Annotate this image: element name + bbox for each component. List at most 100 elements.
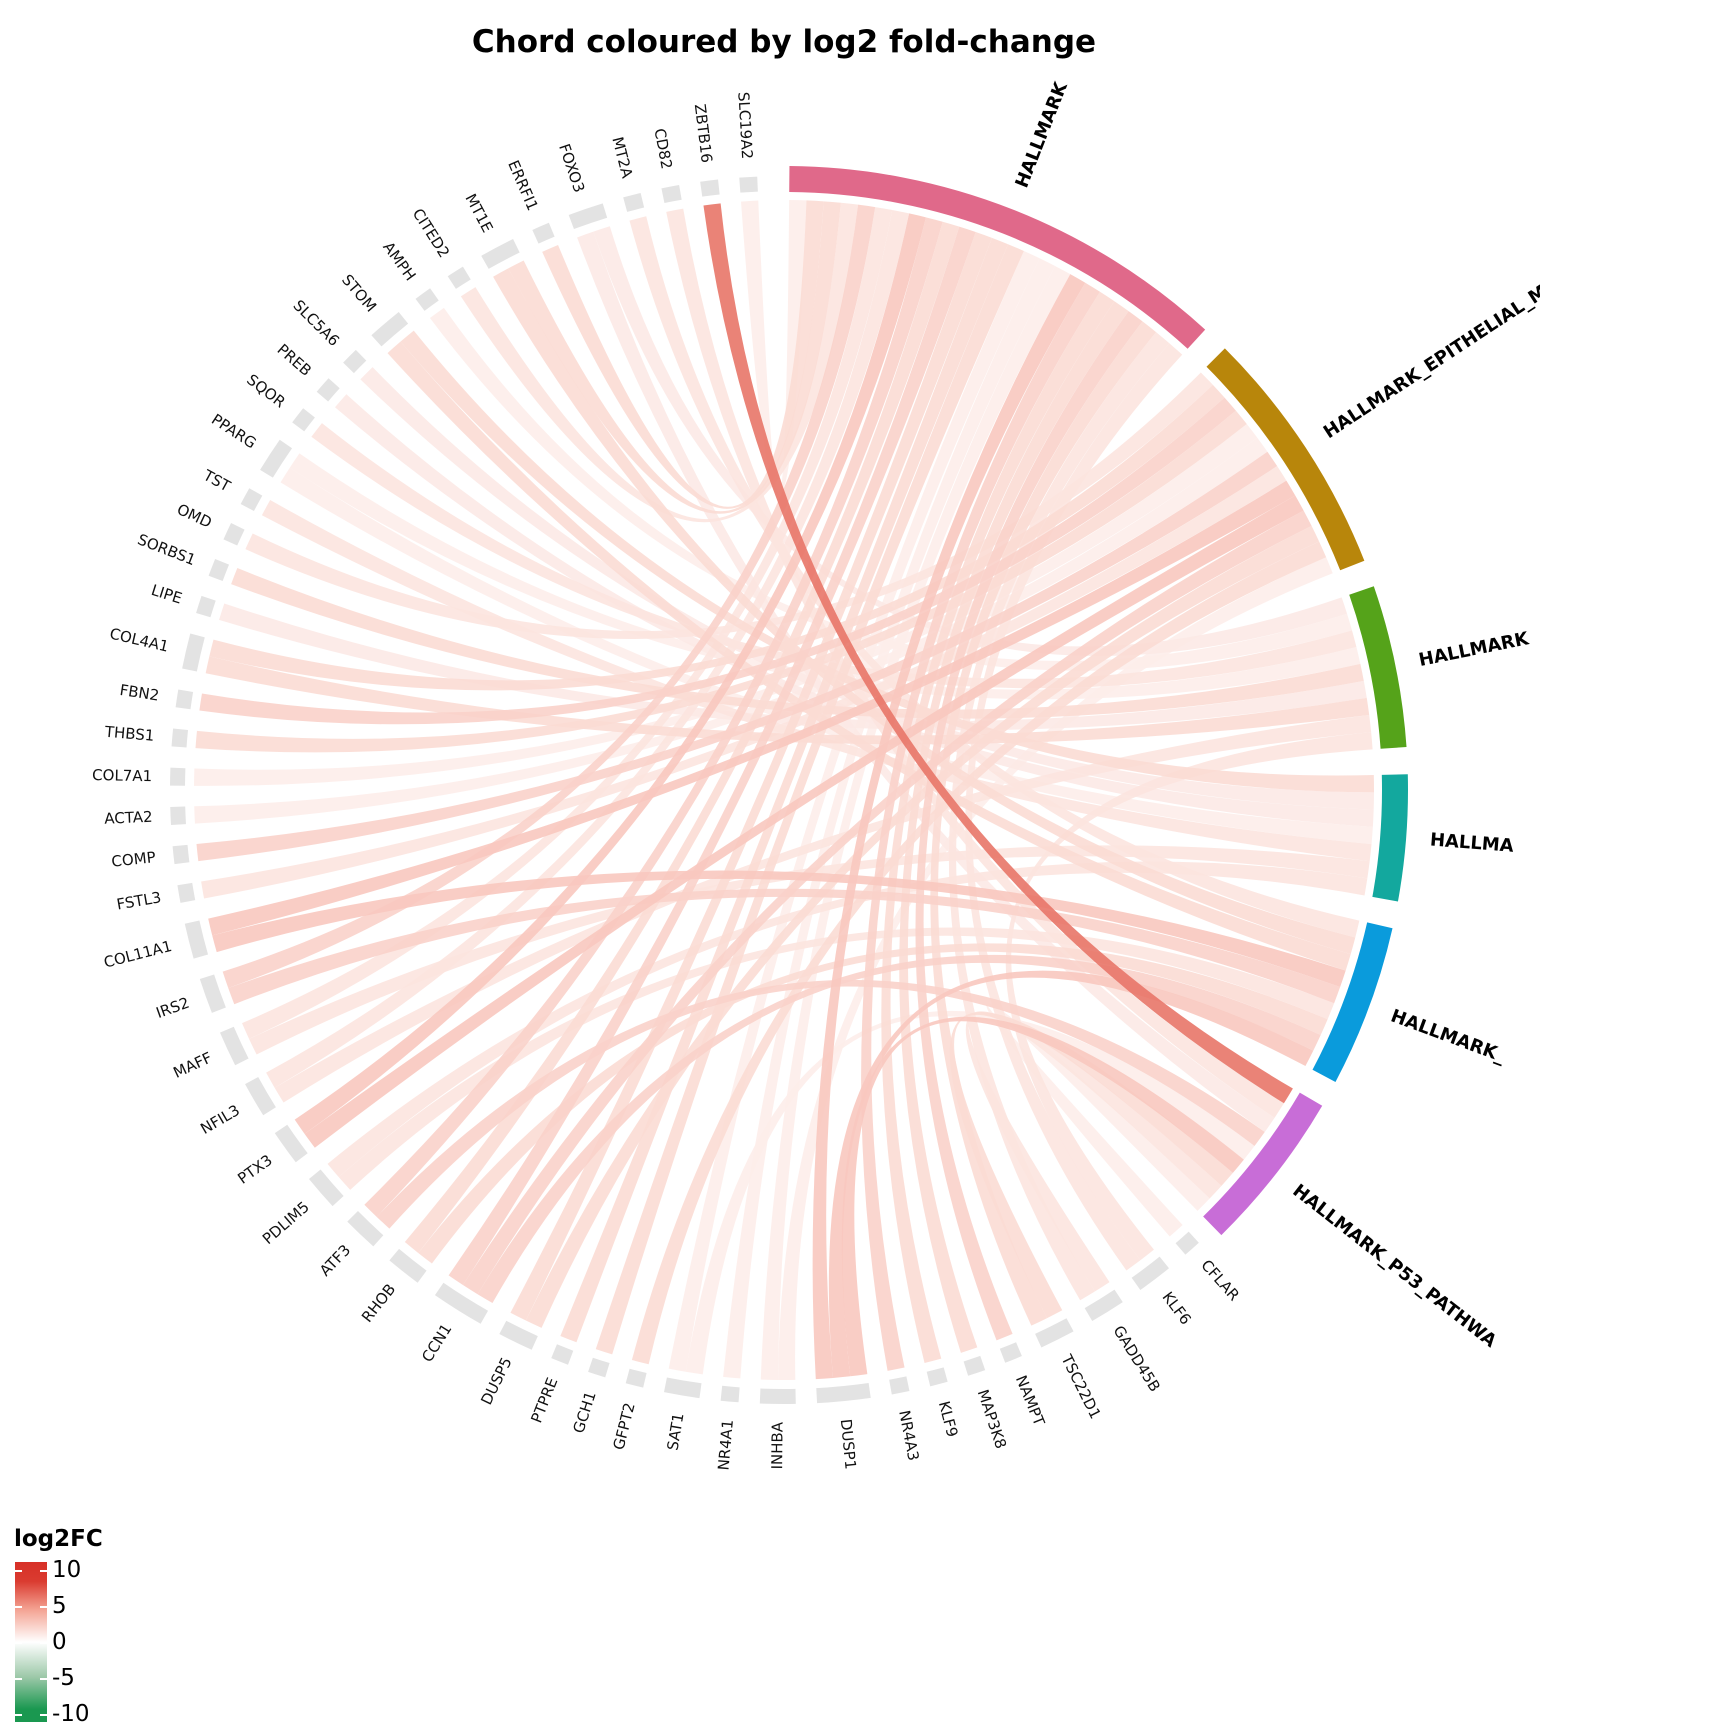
gene-block-klf9 bbox=[926, 1367, 948, 1387]
legend-tick bbox=[15, 1642, 47, 1644]
gene-label-col4a1: COL4A1 bbox=[108, 625, 171, 656]
chord-ribbon-nr4a3-sector-0 bbox=[861, 282, 1100, 1371]
gene-block-fbn2 bbox=[175, 689, 194, 710]
chord-ribbon-errfi1-sector-0 bbox=[542, 200, 824, 509]
gene-label-fbn2: FBN2 bbox=[118, 681, 160, 705]
gene-block-gch1 bbox=[588, 1357, 610, 1378]
gene-label-nampt: NAMPT bbox=[1012, 1373, 1049, 1429]
chord-ribbons bbox=[194, 200, 1375, 1380]
gene-block-thbs1 bbox=[171, 728, 189, 748]
gene-label-errfi1: ERRFI1 bbox=[504, 158, 542, 214]
gene-block-sorbs1 bbox=[208, 558, 230, 581]
gene-label-slc5a6: SLC5A6 bbox=[290, 296, 344, 350]
gene-block-tsc22d1 bbox=[1035, 1318, 1074, 1348]
sector-block-5 bbox=[1203, 1092, 1323, 1236]
chart-title: Chord coloured by log2 fold-change bbox=[471, 24, 1097, 60]
gene-block-tst bbox=[240, 488, 263, 512]
gene-block-cd82 bbox=[661, 185, 682, 204]
gene-label-gfpt2: GFPT2 bbox=[610, 1401, 639, 1452]
gene-block-preb bbox=[316, 378, 340, 402]
chord-ribbon-dusp5-sector-0 bbox=[510, 232, 992, 1321]
gene-label-preb: PREB bbox=[274, 340, 315, 379]
gene-label-mt2a: MT2A bbox=[608, 135, 636, 181]
gene-block-nampt bbox=[999, 1342, 1022, 1363]
gene-block-mt1e bbox=[481, 239, 520, 269]
gene-block-pparg bbox=[260, 439, 293, 478]
gene-label-cflar: CFLAR bbox=[1197, 1256, 1243, 1304]
gene-label-sorbs1: SORBS1 bbox=[135, 530, 198, 569]
gene-label-tst: TST bbox=[199, 466, 234, 496]
gene-block-omd bbox=[223, 523, 245, 546]
legend-tick-label: -5 bbox=[52, 1665, 75, 1691]
chord-ribbon-sat1-sector-0 bbox=[668, 250, 1040, 1372]
gene-block-lipe bbox=[196, 595, 216, 618]
gene-label-pdlim5: PDLIM5 bbox=[259, 1198, 313, 1248]
gene-label-ccn1: CCN1 bbox=[418, 1320, 455, 1365]
gene-label-sat1: SAT1 bbox=[664, 1412, 688, 1452]
legend-title: log2FC bbox=[14, 1526, 103, 1552]
gene-block-nr4a3 bbox=[889, 1376, 910, 1395]
gene-block-nr4a1 bbox=[720, 1385, 740, 1403]
chord-ribbon-ptpre-sector-0 bbox=[560, 237, 1009, 1343]
sector-blocks bbox=[170, 166, 1408, 1405]
gene-block-nfil3 bbox=[245, 1076, 276, 1116]
gene-block-fstl3 bbox=[177, 882, 196, 903]
gene-block-col7a1 bbox=[170, 767, 186, 786]
gene-label-cd82: CD82 bbox=[650, 127, 675, 171]
gene-label-tsc22d1: TSC22D1 bbox=[1057, 1351, 1104, 1422]
gene-block-ccn1 bbox=[434, 1282, 489, 1324]
gene-label-cited2: CITED2 bbox=[409, 205, 453, 261]
legend-tick bbox=[15, 1714, 47, 1716]
gene-label-maff: MAFF bbox=[171, 1049, 215, 1082]
chord-ribbon-mt1e-sector-0 bbox=[508, 201, 841, 514]
gene-block-col11a1 bbox=[184, 920, 209, 959]
gene-block-map3k8 bbox=[963, 1355, 986, 1376]
gene-block-dusp5 bbox=[499, 1320, 538, 1350]
chord-ribbon-dusp1-sector-0 bbox=[812, 274, 1086, 1380]
gene-label-omd: OMD bbox=[174, 500, 215, 532]
gene-label-gadd45b: GADD45B bbox=[1109, 1322, 1163, 1395]
gene-label-inhba: INHBA bbox=[768, 1421, 786, 1469]
sector-block-2 bbox=[1349, 586, 1407, 749]
gene-label-irs2: IRS2 bbox=[154, 994, 192, 1022]
gene-block-sqor bbox=[292, 408, 315, 432]
gene-label-pparg: PPARG bbox=[208, 410, 259, 452]
gene-label-klf6: KLF6 bbox=[1159, 1288, 1195, 1328]
chord-ribbon-sqor-sector-2 bbox=[311, 423, 1357, 689]
sector-label-3: HALLMA bbox=[1429, 829, 1514, 856]
legend-tick bbox=[15, 1606, 47, 1608]
gene-block-dusp1 bbox=[816, 1382, 871, 1404]
legend-tick-label: 5 bbox=[52, 1593, 67, 1619]
gene-block-stom bbox=[371, 311, 409, 347]
gene-label-klf9: KLF9 bbox=[935, 1399, 962, 1439]
gene-label-mt1e: MT1E bbox=[461, 191, 496, 236]
legend-colorbar bbox=[15, 1562, 47, 1722]
gene-label-thbs1: THBS1 bbox=[103, 723, 155, 745]
gene-label-dusp5: DUSP5 bbox=[477, 1354, 515, 1407]
gene-label-ptpre: PTPRE bbox=[527, 1375, 561, 1425]
chord-ribbon-klf9-sector-0 bbox=[881, 291, 1115, 1364]
gene-label-stom: STOM bbox=[338, 271, 380, 316]
chord-ribbon-gch1-sector-0 bbox=[595, 244, 1024, 1355]
gene-label-ptx3: PTX3 bbox=[234, 1151, 275, 1188]
gene-block-mt2a bbox=[623, 192, 645, 212]
gene-block-inhba bbox=[759, 1388, 796, 1405]
gene-label-map3k8: MAP3K8 bbox=[974, 1387, 1010, 1451]
gene-label-atf3: ATF3 bbox=[316, 1241, 354, 1280]
gene-label-slc19a2: SLC19A2 bbox=[734, 91, 756, 159]
gene-block-zbtb16 bbox=[700, 179, 720, 197]
chord-ribbon-pparg-sector-2 bbox=[289, 453, 1361, 700]
chord-ribbon-sorbs1-sector-2 bbox=[231, 568, 1364, 719]
chord-ribbon-lipe-sector-2 bbox=[219, 603, 1367, 731]
gene-block-amph bbox=[415, 288, 439, 311]
gene-block-ptpre bbox=[551, 1344, 574, 1365]
gene-label-nr4a3: NR4A3 bbox=[895, 1409, 922, 1462]
gene-label-col11a1: COL11A1 bbox=[102, 937, 174, 972]
sector-block-1 bbox=[1206, 348, 1365, 571]
gene-label-col7a1: COL7A1 bbox=[92, 766, 152, 785]
gene-block-errfi1 bbox=[532, 222, 555, 244]
sector-block-0 bbox=[789, 166, 1206, 349]
gene-label-gch1: GCH1 bbox=[569, 1389, 599, 1435]
sector-block-4 bbox=[1312, 922, 1393, 1082]
